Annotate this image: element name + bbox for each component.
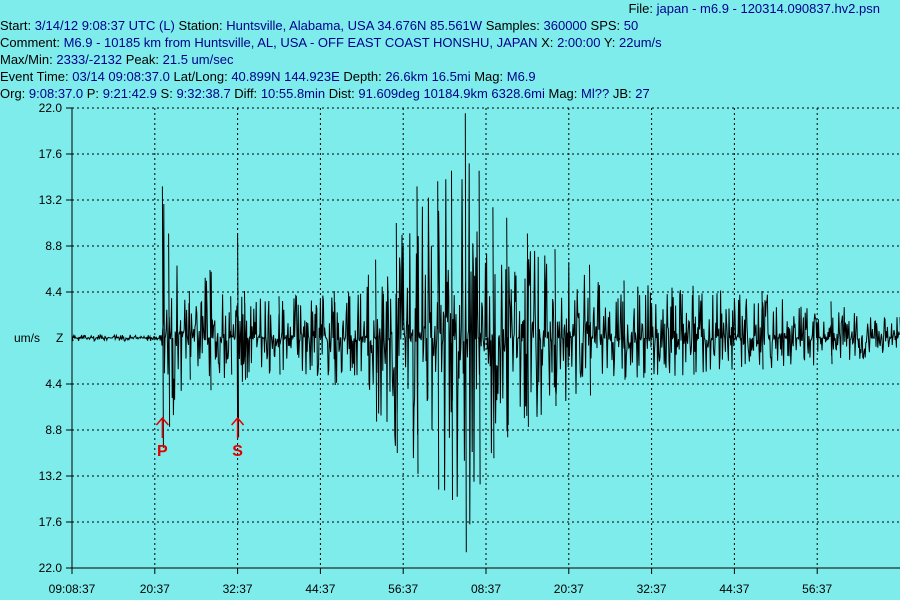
maxmin-value: 2333/-2132 <box>56 52 123 67</box>
y-tick-label: 4.4 <box>45 377 62 391</box>
x-tick-label: 32:37 <box>223 582 253 596</box>
header-line-5: Org: 9:08:37.0 P: 9:21:42.9 S: 9:32:38.7… <box>0 85 650 102</box>
s-value: 9:32:38.7 <box>176 86 231 101</box>
x-tick-label: 08:37 <box>471 582 501 596</box>
channel-label: Z <box>56 331 63 345</box>
s-label: S: <box>160 86 173 101</box>
phase-marker-arrow <box>231 416 245 438</box>
x-value: 2:00:00 <box>557 35 601 50</box>
y-tick-label: 13.2 <box>39 193 63 207</box>
samples-label: Samples: <box>485 18 540 33</box>
x-tick-label: 20:37 <box>140 582 170 596</box>
jb-label: JB: <box>612 86 632 101</box>
start-value: 3/14/12 9:08:37 UTC (L) <box>34 18 175 33</box>
maxmin-label: Max/Min: <box>0 52 53 67</box>
sps-label: SPS: <box>590 18 621 33</box>
event-time-label: Event Time: <box>0 69 69 84</box>
x-tick-label: 32:37 <box>637 582 667 596</box>
latlong-label: Lat/Long: <box>173 69 228 84</box>
dist-value: 91.609deg 10184.9km 6328.6mi <box>358 86 545 101</box>
file-line: File: japan - m6.9 - 120314.090837.hv2.p… <box>628 0 880 17</box>
mag2-label: Mag: <box>548 86 578 101</box>
mag2-value: Ml?? <box>581 86 610 101</box>
x-tick-label: 56:37 <box>388 582 418 596</box>
station-label: Station: <box>178 18 223 33</box>
y-tick-label: 17.6 <box>39 515 63 529</box>
y-tick-label: 4.4 <box>45 285 62 299</box>
y-tick-label: 22.0 <box>39 561 63 575</box>
x-label: X: <box>541 35 554 50</box>
start-label: Start: <box>0 18 32 33</box>
header-line-3: Max/Min: 2333/-2132 Peak: 21.5 um/sec <box>0 51 233 68</box>
x-tick-label: 56:37 <box>802 582 832 596</box>
y-axis-label: um/s <box>14 331 40 345</box>
x-tick-label: 09:08:37 <box>49 582 96 596</box>
x-tick-label: 20:37 <box>554 582 584 596</box>
peak-label: Peak: <box>125 52 160 67</box>
p-label: P: <box>86 86 100 101</box>
phase-marker-label: S <box>232 443 243 460</box>
diff-value: 10:55.8min <box>260 86 326 101</box>
p-value: 9:21:42.9 <box>102 86 157 101</box>
y-tick-label: 17.6 <box>39 147 63 161</box>
y-value: 22um/s <box>619 35 662 50</box>
diff-label: Diff: <box>234 86 258 101</box>
file-label: File: <box>628 1 654 16</box>
header-line-1: Start: 3/14/12 9:08:37 UTC (L) Station: … <box>0 17 638 34</box>
y-label: Y: <box>603 35 616 50</box>
x-axis-ticks: 09:08:37 20:37 32:37 44:37 56:37 08:37 20:37 32… <box>49 568 833 596</box>
y-tick-label: 8.8 <box>45 239 62 253</box>
peak-value: 21.5 um/sec <box>162 52 234 67</box>
y-tick-label: 8.8 <box>45 423 62 437</box>
jb-value: 27 <box>635 86 650 101</box>
phase-marker-arrow <box>155 416 169 438</box>
sps-value: 50 <box>623 18 639 33</box>
depth-label: Depth: <box>343 69 382 84</box>
org-label: Org: <box>0 86 26 101</box>
latlong-value: 40.899N 144.923E <box>231 69 340 84</box>
file-value: japan - m6.9 - 120314.090837.hv2.psn <box>656 1 880 16</box>
comment-label: Comment: <box>0 35 60 50</box>
station-value: Huntsville, Alabama, USA 34.676N 85.561W <box>226 18 483 33</box>
event-time-value: 03/14 09:08:37.0 <box>72 69 170 84</box>
y-tick-label: 13.2 <box>39 469 63 483</box>
y-tick-label: 22.0 <box>39 101 63 115</box>
x-tick-label: 44:37 <box>305 582 335 596</box>
mag-value: M6.9 <box>506 69 536 84</box>
phase-marker-label: P <box>157 443 168 460</box>
x-tick-label: 44:37 <box>719 582 749 596</box>
header-line-2: Comment: M6.9 - 10185 km from Huntsville… <box>0 34 662 51</box>
header-line-4: Event Time: 03/14 09:08:37.0 Lat/Long: 4… <box>0 68 536 85</box>
y-axis-ticks: 22.0 17.6 13.2 8.8 4.4 4.4 8.8 13.2 17.6 22.0 <box>39 101 72 575</box>
seismic-trace <box>71 113 900 553</box>
samples-value: 360000 <box>543 18 587 33</box>
comment-value: M6.9 - 10185 km from Huntsville, AL, USA… <box>63 35 538 50</box>
dist-label: Dist: <box>328 86 355 101</box>
mag-label: Mag: <box>474 69 504 84</box>
depth-value: 26.6km 16.5mi <box>385 69 471 84</box>
org-value: 9:08:37.0 <box>28 86 84 101</box>
